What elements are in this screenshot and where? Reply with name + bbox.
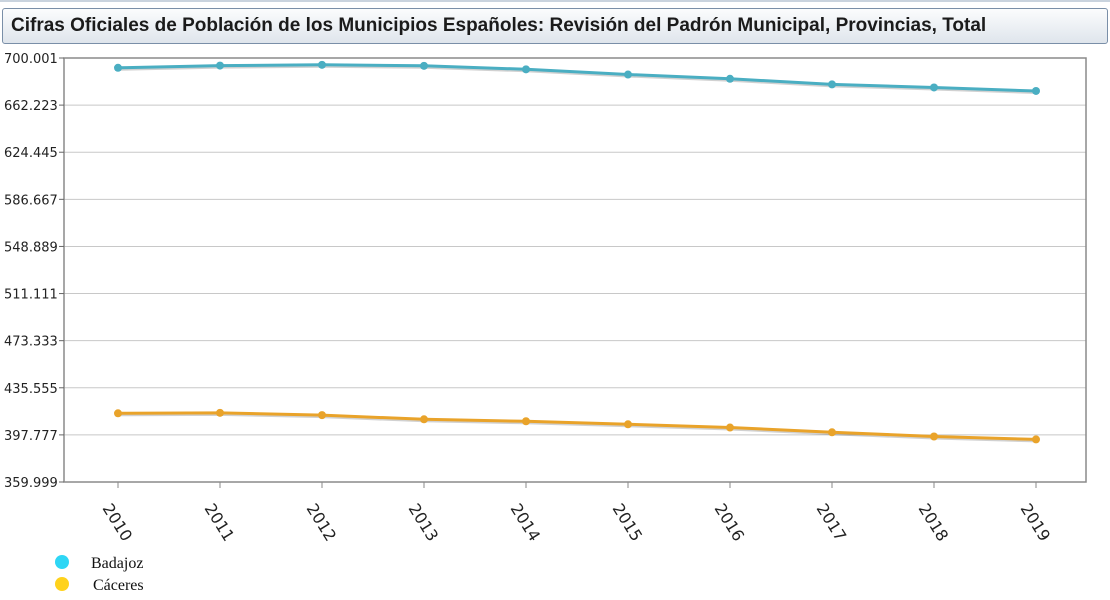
data-point-caceres[interactable]	[1032, 435, 1040, 444]
x-tick-label: 2010	[99, 500, 137, 545]
x-tick-label: 2013	[405, 500, 443, 545]
data-point-badajoz[interactable]	[522, 65, 530, 74]
data-point-caceres[interactable]	[420, 415, 428, 424]
data-point-caceres[interactable]	[726, 423, 734, 432]
data-point-badajoz[interactable]	[828, 80, 836, 89]
chart-title-bar: Cifras Oficiales de Población de los Mun…	[2, 8, 1108, 44]
data-point-badajoz[interactable]	[726, 74, 734, 83]
legend-marker-badajoz	[55, 555, 69, 569]
data-point-caceres[interactable]	[522, 417, 530, 426]
data-point-badajoz[interactable]	[930, 83, 938, 92]
legend-label-badajoz: Badajoz	[91, 555, 143, 572]
data-point-badajoz[interactable]	[1032, 86, 1040, 95]
y-axis-ticks: 359.999 397.777 435.555 473.333 511.111 548.8…	[4, 52, 64, 491]
series-line-badajoz	[117, 63, 1037, 93]
y-tick-label: 435.555	[4, 382, 58, 397]
x-tick-label: 2012	[303, 500, 341, 545]
x-tick-label: 2011	[201, 500, 239, 545]
window-top-edge	[0, 0, 1110, 2]
data-point-badajoz[interactable]	[216, 61, 224, 70]
plot-frame	[63, 57, 1087, 483]
legend-label-caceres: Cáceres	[93, 577, 144, 594]
y-tick-label: 624.445	[4, 146, 58, 161]
data-point-caceres[interactable]	[114, 409, 122, 418]
series-lines	[114, 60, 1040, 444]
y-tick-label: 397.777	[4, 429, 58, 444]
y-tick-label: 662.223	[4, 99, 58, 114]
x-tick-label: 2016	[711, 500, 749, 545]
x-tick-label: 2017	[813, 500, 851, 545]
x-tick-label: 2019	[1017, 500, 1055, 545]
y-tick-label: 548.889	[4, 240, 58, 255]
chart-title: Cifras Oficiales de Población de los Mun…	[11, 15, 987, 36]
y-tick-label: 511.111	[4, 288, 58, 303]
y-tick-label: 359.999	[4, 476, 58, 491]
x-axis-ticks: 2010 2011 2012 2013 2014 2015 2016 2017 2018 2019	[99, 482, 1055, 545]
x-tick-label: 2018	[915, 500, 953, 545]
series-shadow-caceres	[117, 412, 1037, 443]
y-tick-label: 700.001	[4, 52, 58, 67]
data-point-badajoz[interactable]	[318, 60, 326, 69]
legend-marker-caceres	[55, 577, 69, 591]
x-tick-label: 2014	[507, 500, 545, 545]
data-point-badajoz[interactable]	[420, 61, 428, 70]
data-point-caceres[interactable]	[216, 408, 224, 417]
data-point-badajoz[interactable]	[114, 63, 122, 72]
legend: Badajoz Cáceres	[55, 555, 144, 594]
data-point-caceres[interactable]	[318, 411, 326, 420]
data-point-caceres[interactable]	[930, 432, 938, 441]
y-tick-label: 586.667	[4, 193, 58, 208]
y-tick-label: 473.333	[4, 335, 58, 350]
series-shadow-badajoz	[117, 64, 1037, 94]
data-point-badajoz[interactable]	[624, 70, 632, 79]
x-tick-label: 2015	[609, 500, 647, 545]
data-point-caceres[interactable]	[828, 428, 836, 437]
series-line-caceres	[117, 411, 1037, 441]
data-point-caceres[interactable]	[624, 420, 632, 429]
grid-lines	[64, 104, 1086, 436]
